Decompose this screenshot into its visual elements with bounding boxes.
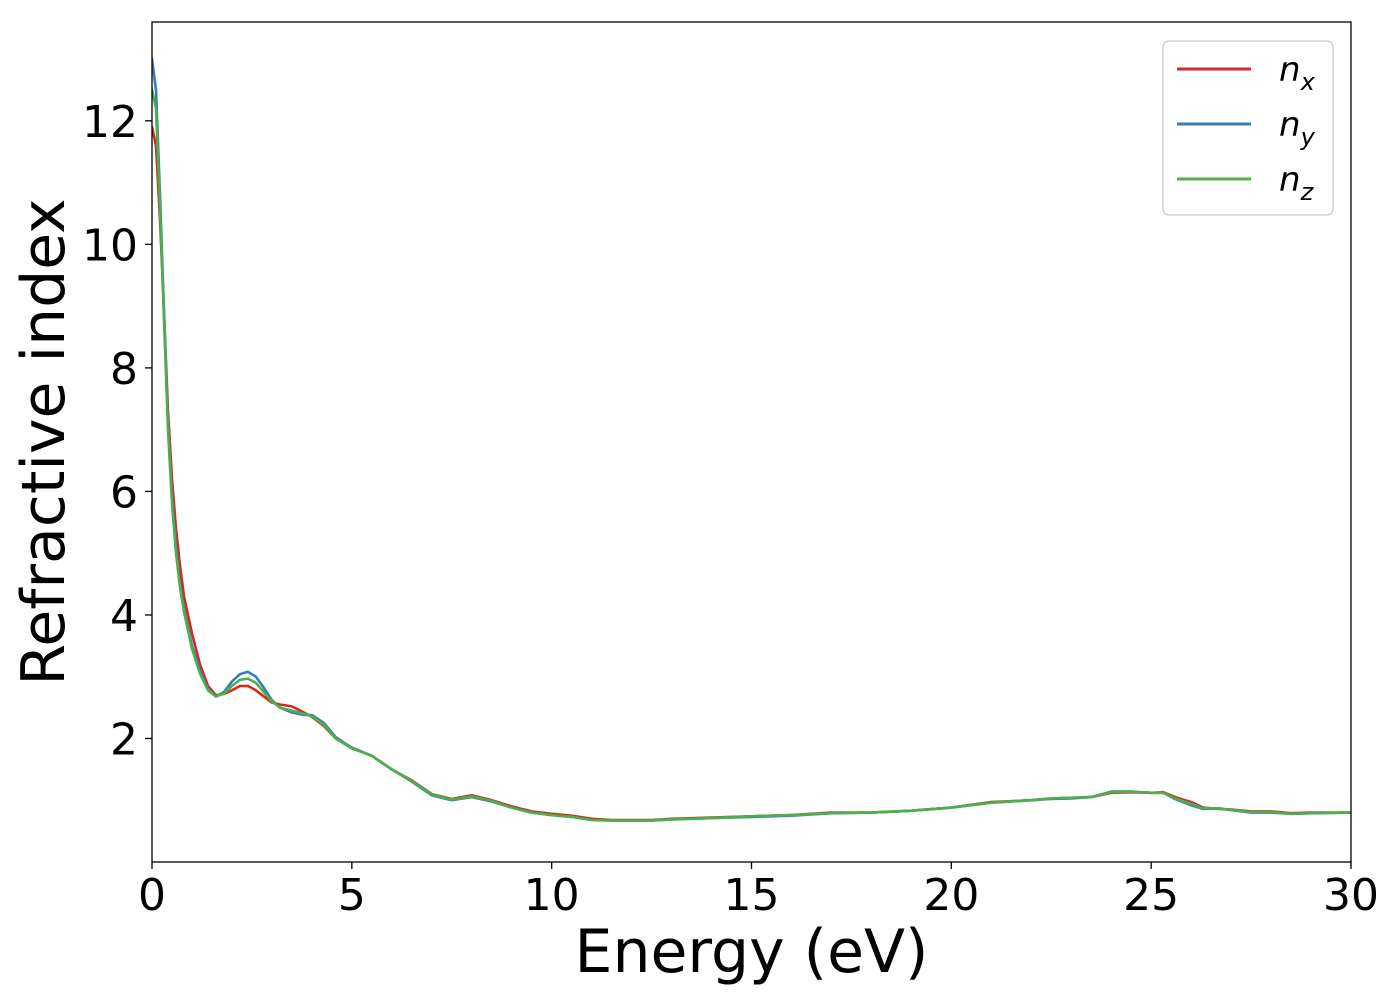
y-axis-label: Refractive index bbox=[9, 198, 79, 685]
y-tick-label: 4 bbox=[110, 591, 138, 642]
y-tick-label: 2 bbox=[110, 714, 138, 765]
legend: nx ny nz bbox=[1162, 40, 1334, 216]
x-tick-label: 20 bbox=[923, 870, 979, 921]
legend-item-nz: nz bbox=[1177, 160, 1315, 206]
y-tick-label: 6 bbox=[110, 467, 138, 518]
y-axis-ticks: 2 4 6 8 10 12 bbox=[82, 97, 152, 765]
legend-box bbox=[1162, 40, 1334, 216]
x-axis-ticks: 0 5 10 15 20 25 30 bbox=[138, 862, 1379, 921]
y-tick-label: 8 bbox=[110, 344, 138, 395]
legend-item-nx: nx bbox=[1177, 50, 1316, 96]
x-tick-label: 5 bbox=[338, 870, 366, 921]
x-axis-label: Energy (eV) bbox=[575, 917, 929, 987]
legend-label: nz bbox=[1279, 160, 1315, 206]
legend-label: ny bbox=[1279, 105, 1316, 151]
x-tick-label: 0 bbox=[138, 870, 166, 921]
x-tick-label: 25 bbox=[1123, 870, 1179, 921]
x-tick-label: 10 bbox=[524, 870, 580, 921]
x-tick-label: 30 bbox=[1323, 870, 1379, 921]
series-lines bbox=[152, 57, 1351, 822]
y-tick-label: 12 bbox=[82, 97, 138, 148]
legend-item-ny: ny bbox=[1177, 105, 1316, 151]
series-line-nz bbox=[152, 88, 1351, 822]
y-tick-label: 10 bbox=[82, 220, 138, 271]
legend-label: nx bbox=[1279, 50, 1316, 96]
x-tick-label: 15 bbox=[724, 870, 780, 921]
